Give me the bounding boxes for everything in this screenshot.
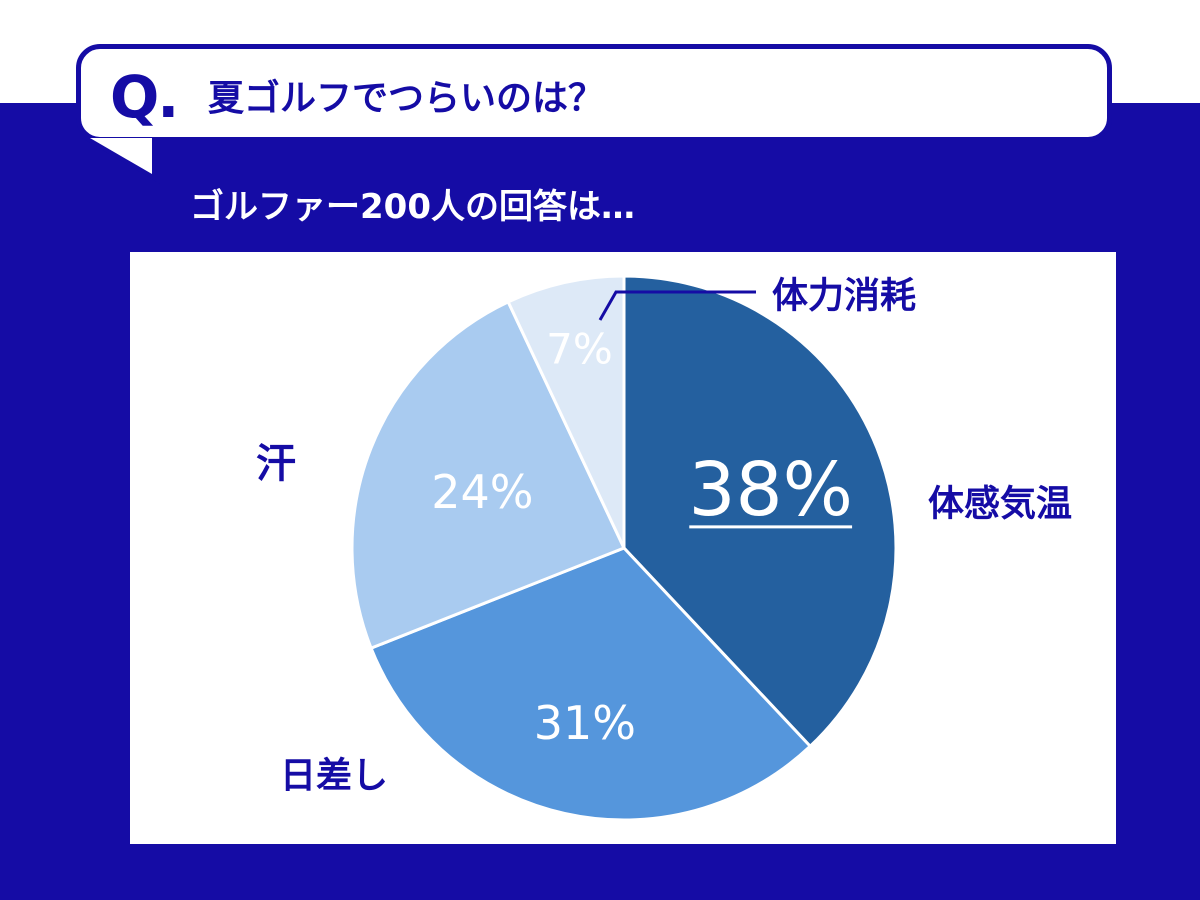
- pie-slice-3: [350, 299, 627, 651]
- pie-chart: 38% 体感気温 31% 日差し 24% 汗 7% 体力消耗: [256, 274, 1072, 822]
- slice-value-label: 7%: [546, 324, 613, 373]
- slice-category-label: 体感気温: [928, 484, 1072, 525]
- slice-value-label: 24%: [431, 465, 533, 519]
- slice-value-label: 31%: [534, 696, 636, 750]
- slice-category-label: 日差し: [280, 756, 388, 797]
- q-mark: Q.: [110, 63, 179, 131]
- question-text: 夏ゴルフでつらいのは？: [208, 78, 605, 119]
- pie-slice-2: [369, 546, 813, 822]
- slice-category-label: 汗: [256, 441, 296, 487]
- question-bubble: [76, 44, 1112, 142]
- slice-value-label: 38%: [688, 447, 852, 533]
- chart-panel: 38% 体感気温 31% 日差し 24% 汗 7% 体力消耗: [130, 252, 1116, 844]
- pie-slice-4: [506, 274, 626, 549]
- bubble-tail: [82, 138, 160, 184]
- subtitle: ゴルファー200人の回答は…: [190, 187, 635, 227]
- leader-line: [598, 290, 756, 321]
- slice-category-label: 体力消耗: [772, 276, 916, 317]
